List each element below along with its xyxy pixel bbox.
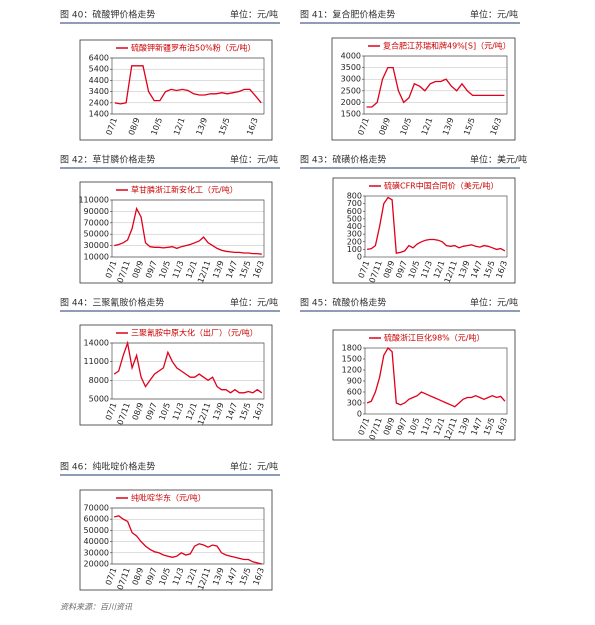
series-line — [113, 340, 263, 394]
y-tick-label: 600 — [347, 207, 362, 216]
legend-label: 复合肥江苏瑞和牌49%[S]（元/吨） — [383, 41, 511, 51]
y-tick-label: 2400 — [89, 98, 109, 107]
chart: 100003000050000700009000011000007/107/11… — [78, 181, 273, 284]
legend-label: 硫酸浙江巨化98%（元/吨） — [384, 333, 484, 343]
y-tick-label: 900 — [347, 377, 362, 386]
y-tick-label: 14000 — [84, 339, 109, 348]
series-line — [366, 346, 506, 408]
chart: 010020030040050060070080007/107/1108/909… — [332, 177, 516, 284]
figure-caption: 图 46：纯吡啶价格走势 — [60, 461, 155, 473]
y-tick-label: 1800 — [342, 344, 362, 353]
figure-caption: 图 40：硫酸钾价格走势 — [60, 9, 155, 21]
y-tick-label: 1200 — [342, 366, 362, 375]
y-tick-label: 10000 — [84, 253, 109, 262]
y-tick-label: 6400 — [89, 54, 109, 63]
y-tick-label: 20000 — [84, 560, 109, 569]
y-tick-label: 3500 — [341, 63, 361, 72]
legend-label: 硫酸钾新疆罗布泊50%粉（元/吨） — [131, 43, 255, 53]
legend-label: 草甘膦浙江新安化工（元/吨） — [131, 185, 238, 195]
plot-area — [111, 342, 265, 400]
y-tick-label: 8000 — [89, 376, 109, 385]
y-tick-label: 0 — [357, 253, 362, 262]
y-tick-label: 3400 — [89, 87, 109, 96]
y-tick-label: 3000 — [341, 75, 361, 84]
y-tick-label: 2500 — [341, 86, 361, 95]
figure-unit: 单位：元/吨 — [230, 461, 278, 473]
figure-unit: 单位：元/吨 — [230, 297, 278, 309]
y-tick-label: 600 — [347, 388, 362, 397]
y-tick-label: 4400 — [89, 76, 109, 85]
y-tick-label: 110000 — [78, 196, 109, 205]
y-tick-label: 200 — [347, 237, 362, 246]
legend-label: 三聚氰胺中原大化（出厂）（元/吨） — [131, 328, 258, 338]
y-tick-label: 500 — [347, 214, 362, 223]
source-note: 资料来源：百川资讯 — [60, 603, 133, 612]
y-tick-label: 300 — [347, 230, 362, 239]
y-tick-label: 70000 — [84, 504, 109, 513]
y-tick-label: 40000 — [84, 537, 109, 546]
y-tick-label: 30000 — [84, 548, 109, 557]
y-tick-label: 11000 — [84, 357, 109, 366]
series-line — [366, 66, 505, 108]
series-line — [114, 65, 262, 105]
series-line — [114, 206, 262, 255]
y-tick-label: 50000 — [84, 230, 109, 239]
plot-area — [111, 199, 265, 258]
chart: 20000300004000050000600007000007/107/110… — [79, 489, 273, 591]
figure-unit: 单位：美元/吨 — [470, 154, 527, 166]
chart: 50008000110001400007/107/1108/909/710/51… — [79, 324, 273, 426]
y-tick-label: 800 — [347, 192, 362, 201]
y-tick-label: 5400 — [89, 65, 109, 74]
y-tick-label: 90000 — [84, 207, 109, 216]
y-tick-label: 300 — [347, 399, 362, 408]
y-tick-label: 100 — [347, 245, 362, 254]
figure-caption: 图 42：草甘膦价格走势 — [60, 154, 155, 166]
y-tick-label: 50000 — [84, 526, 109, 535]
plot-area — [364, 347, 508, 415]
figure-caption: 图 44：三聚氰胺价格走势 — [60, 297, 164, 309]
figure-caption: 图 45：硫酸价格走势 — [300, 297, 386, 309]
y-tick-label: 4000 — [341, 52, 361, 61]
y-tick-label: 700 — [347, 199, 362, 208]
legend-label: 纯吡啶华东（元/吨） — [131, 493, 206, 503]
plot-area — [364, 195, 508, 258]
figure-caption: 图 43：硫磺价格走势 — [300, 154, 386, 166]
series-line — [114, 515, 262, 565]
y-tick-label: 0 — [357, 410, 362, 419]
plot-area — [111, 57, 265, 115]
series-line — [366, 196, 506, 254]
plot-area — [111, 507, 265, 565]
y-tick-label: 1400 — [89, 110, 109, 119]
figure-unit: 单位：元/吨 — [470, 9, 518, 21]
figure-caption: 图 41：复合肥价格走势 — [300, 9, 395, 21]
plot-area — [363, 55, 508, 115]
legend-label: 硫磺CFR中国合同价（美元/吨） — [384, 181, 498, 191]
y-tick-label: 70000 — [84, 218, 109, 227]
chart: 030060090012001500180007/107/1108/909/71… — [332, 329, 516, 441]
figure-unit: 单位：元/吨 — [470, 297, 518, 309]
y-tick-label: 30000 — [84, 241, 109, 250]
y-tick-label: 1500 — [342, 355, 362, 364]
chart-frame — [332, 329, 516, 441]
y-tick-label: 400 — [347, 222, 362, 231]
figure-unit: 单位：元/吨 — [230, 9, 278, 21]
y-tick-label: 60000 — [84, 515, 109, 524]
y-tick-label: 2000 — [341, 98, 361, 107]
figure-unit: 单位：元/吨 — [230, 154, 278, 166]
chart-frame — [332, 177, 516, 284]
y-tick-label: 5000 — [89, 395, 109, 404]
y-tick-label: 1500 — [341, 110, 361, 119]
